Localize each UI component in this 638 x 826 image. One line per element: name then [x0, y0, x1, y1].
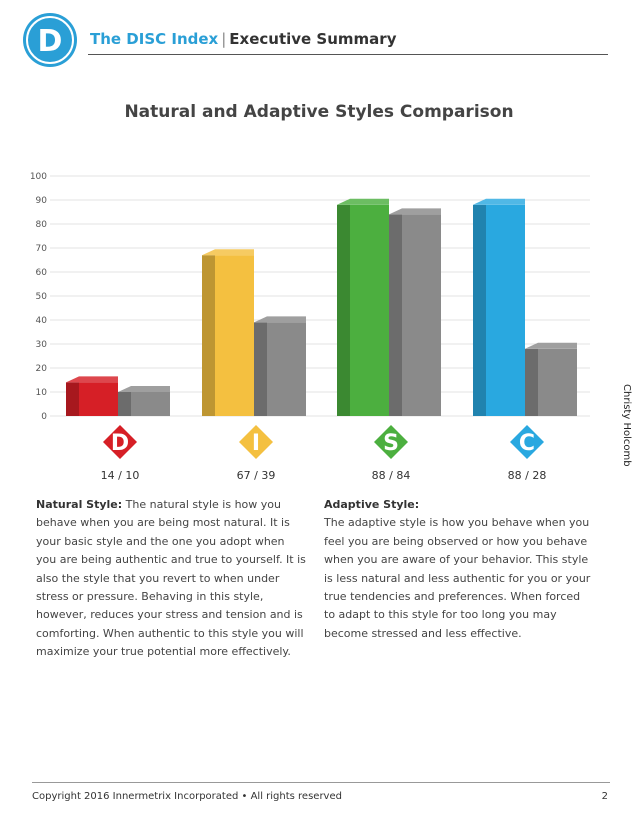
bar-adaptive-i-top-face	[254, 316, 306, 323]
bar-adaptive-c-left-face	[525, 348, 538, 416]
header-divider	[88, 54, 608, 55]
category-label: I	[252, 431, 260, 456]
bar-natural-d	[79, 382, 118, 416]
bar-adaptive-d-left-face	[118, 392, 131, 416]
natural-style-label: Natural Style:	[36, 498, 123, 511]
logo-letter: D	[38, 24, 63, 59]
bar-adaptive-d	[131, 392, 170, 416]
bar-adaptive-i-left-face	[254, 322, 267, 416]
y-tick-label: 20	[36, 364, 48, 374]
copyright-text: Copyright 2016 Innermetrix Incorporated …	[32, 791, 342, 802]
bar-adaptive-c	[538, 348, 577, 416]
category-label: D	[111, 431, 129, 456]
participant-name: Christy Holcomb	[621, 384, 632, 467]
bar-natural-c-top-face	[473, 198, 525, 205]
bar-natural-i-left-face	[202, 255, 215, 416]
y-tick-label: 10	[36, 388, 48, 398]
category-label: C	[519, 431, 535, 456]
page-header: The DISC Index | Executive Summary	[90, 30, 396, 48]
bar-natural-i	[215, 255, 254, 416]
bar-adaptive-c-top-face	[525, 342, 577, 349]
y-tick-label: 70	[36, 244, 48, 254]
bar-natural-d-top-face	[66, 376, 118, 383]
bar-natural-i-top-face	[202, 249, 254, 256]
natural-style-text: The natural style is how you behave when…	[36, 498, 306, 659]
bar-natural-s-left-face	[337, 204, 350, 416]
y-tick-label: 30	[36, 340, 48, 350]
section-title: Executive Summary	[229, 30, 397, 48]
bar-natural-d-left-face	[66, 382, 79, 416]
diamond-s-icon	[374, 425, 408, 459]
diamond-i-icon	[239, 425, 273, 459]
bar-adaptive-i	[267, 322, 306, 416]
brand-title: The DISC Index	[90, 30, 219, 48]
bar-adaptive-s-top-face	[389, 208, 441, 215]
y-tick-label: 40	[36, 316, 48, 326]
footer-divider	[32, 782, 610, 783]
diamond-c-icon	[510, 425, 544, 459]
header-separator: |	[221, 30, 227, 48]
bar-natural-c	[486, 204, 525, 416]
y-tick-label: 80	[36, 220, 48, 230]
disc-logo-icon: D	[23, 13, 77, 67]
bar-natural-c-left-face	[473, 204, 486, 416]
data-label: 88 / 84	[372, 469, 411, 482]
bar-natural-s	[350, 204, 389, 416]
y-tick-label: 100	[30, 172, 47, 182]
y-tick-label: 90	[36, 196, 48, 206]
diamond-d-icon	[103, 425, 137, 459]
data-label: 67 / 39	[237, 469, 276, 482]
bar-adaptive-s	[402, 214, 441, 416]
data-label: 88 / 28	[508, 469, 547, 482]
bar-adaptive-d-top-face	[118, 386, 170, 392]
category-label: S	[383, 431, 399, 456]
styles-bar-chart: 0 10 20 30 40 50 60 70 80 90 100 D 14 / 10 I 67 / 39 S 8…	[30, 172, 590, 482]
bar-adaptive-s-left-face	[389, 214, 402, 416]
y-tick-label: 60	[36, 268, 48, 278]
adaptive-style-description: Adaptive Style: The adaptive style is ho…	[324, 496, 594, 643]
y-tick-label: 50	[36, 292, 48, 302]
bar-natural-s-top-face	[337, 198, 389, 205]
data-label: 14 / 10	[101, 469, 140, 482]
page-number: 2	[601, 791, 608, 802]
chart-title: Natural and Adaptive Styles Comparison	[124, 102, 514, 122]
natural-style-description: Natural Style: The natural style is how …	[36, 496, 306, 662]
y-tick-label: 0	[41, 412, 47, 422]
adaptive-style-text: The adaptive style is how you behave whe…	[324, 516, 591, 640]
adaptive-style-label: Adaptive Style:	[324, 498, 420, 511]
